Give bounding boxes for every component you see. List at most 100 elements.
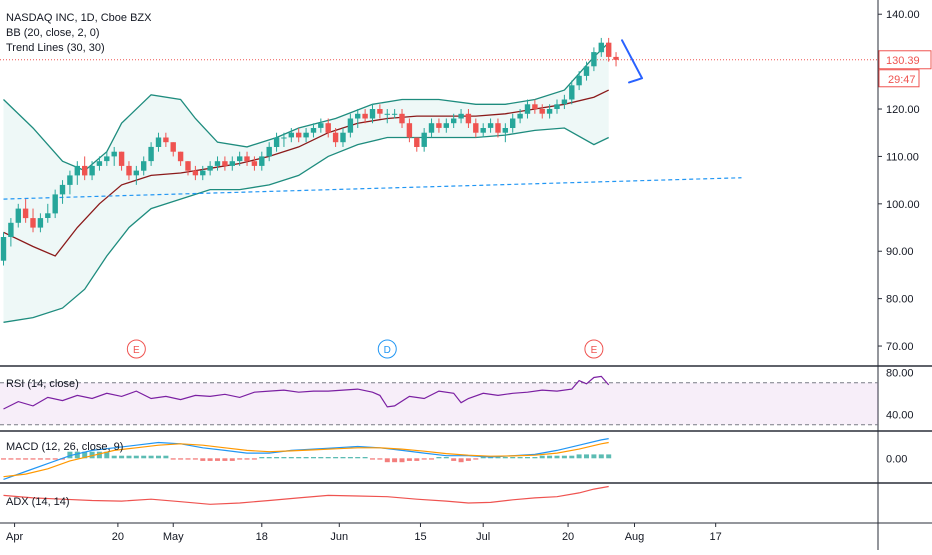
candle-body[interactable] bbox=[89, 165, 95, 176]
candle-body[interactable] bbox=[67, 175, 73, 185]
candle-body[interactable] bbox=[310, 128, 317, 133]
candle-body[interactable] bbox=[347, 118, 354, 133]
candle-body[interactable] bbox=[524, 104, 531, 114]
candle-body[interactable] bbox=[74, 165, 80, 176]
candle-body[interactable] bbox=[487, 123, 494, 128]
earnings-event-badge[interactable] bbox=[584, 339, 604, 359]
candle-body[interactable] bbox=[222, 161, 228, 166]
candle-body[interactable] bbox=[244, 156, 250, 162]
last-price-tag[interactable] bbox=[878, 50, 932, 70]
candle-body[interactable] bbox=[30, 218, 36, 228]
candle-body[interactable] bbox=[59, 184, 66, 195]
candle-body[interactable] bbox=[495, 123, 501, 133]
candle-body[interactable] bbox=[148, 146, 154, 162]
candle-body[interactable] bbox=[37, 218, 44, 228]
candle-body[interactable] bbox=[428, 123, 435, 133]
bollinger-middle-band[interactable] bbox=[3, 89, 609, 257]
candle-body[interactable] bbox=[118, 151, 125, 166]
symbol-label[interactable]: NASDAQ INC, 1D, Cboe BZX bbox=[6, 12, 152, 24]
candle-body[interactable] bbox=[155, 137, 162, 148]
projection-arrow[interactable] bbox=[621, 39, 644, 84]
rsi-label[interactable]: RSI (14, close) bbox=[6, 378, 79, 390]
candle-body[interactable] bbox=[296, 132, 302, 138]
candle-body[interactable] bbox=[141, 161, 147, 171]
candle-body[interactable] bbox=[377, 109, 383, 114]
candle-body[interactable] bbox=[583, 66, 590, 76]
candle-body[interactable] bbox=[561, 99, 568, 105]
candle-body[interactable] bbox=[229, 161, 235, 166]
candle-body[interactable] bbox=[532, 104, 538, 109]
candle-body[interactable] bbox=[436, 123, 442, 128]
candle-body[interactable] bbox=[421, 132, 427, 147]
dividend-event-badge[interactable] bbox=[377, 339, 397, 359]
rsi-line[interactable] bbox=[3, 375, 610, 410]
candle-body[interactable] bbox=[414, 137, 420, 148]
candle-body[interactable] bbox=[273, 137, 280, 148]
candle-body[interactable] bbox=[266, 146, 272, 157]
candle-body[interactable] bbox=[281, 137, 287, 139]
candle-body[interactable] bbox=[384, 113, 390, 115]
candle-body[interactable] bbox=[185, 161, 191, 171]
candle-body[interactable] bbox=[480, 128, 486, 133]
adx-line[interactable] bbox=[3, 485, 609, 505]
candle-body[interactable] bbox=[391, 113, 398, 115]
candle-body[interactable] bbox=[598, 42, 604, 53]
bb-indicator-label[interactable]: BB (20, close, 2, 0) bbox=[6, 27, 100, 39]
candle-body[interactable] bbox=[606, 42, 612, 57]
candle-body[interactable] bbox=[362, 113, 368, 119]
candle-body[interactable] bbox=[163, 137, 169, 143]
candle-body[interactable] bbox=[214, 161, 221, 166]
candle-body[interactable] bbox=[111, 151, 117, 157]
candle-body[interactable] bbox=[399, 113, 405, 124]
macd-signal-line[interactable] bbox=[3, 441, 609, 478]
candle-body[interactable] bbox=[473, 123, 479, 133]
bollinger-lower-band[interactable] bbox=[3, 127, 609, 323]
trend-lines-label[interactable]: Trend Lines (30, 30) bbox=[6, 42, 105, 54]
candle-body[interactable] bbox=[288, 132, 294, 138]
candle-body[interactable] bbox=[591, 52, 597, 67]
candle-body[interactable] bbox=[104, 156, 110, 162]
candle-body[interactable] bbox=[318, 123, 324, 128]
candle-body[interactable] bbox=[325, 123, 331, 133]
candle-body[interactable] bbox=[502, 128, 508, 133]
candle-body[interactable] bbox=[22, 208, 29, 219]
candle-body[interactable] bbox=[443, 123, 449, 128]
candle-body[interactable] bbox=[465, 113, 472, 124]
candle-body[interactable] bbox=[554, 104, 560, 109]
candle-body[interactable] bbox=[406, 123, 413, 138]
candle-body[interactable] bbox=[8, 222, 14, 237]
candle-body[interactable] bbox=[259, 156, 265, 166]
candle-body[interactable] bbox=[569, 85, 575, 100]
candle-body[interactable] bbox=[539, 109, 545, 114]
candle-body[interactable] bbox=[369, 109, 376, 119]
candle-body[interactable] bbox=[510, 118, 516, 129]
candle-body[interactable] bbox=[200, 170, 206, 176]
candle-body[interactable] bbox=[332, 132, 339, 143]
candle-body[interactable] bbox=[237, 156, 243, 162]
candle-body[interactable] bbox=[82, 165, 88, 176]
candle-body[interactable] bbox=[52, 194, 58, 214]
candle-body[interactable] bbox=[177, 151, 184, 162]
candle-body[interactable] bbox=[458, 113, 464, 119]
candle-body[interactable] bbox=[517, 113, 523, 119]
candle-body[interactable] bbox=[355, 113, 361, 119]
candle-body[interactable] bbox=[15, 208, 21, 223]
candle-body[interactable] bbox=[451, 118, 457, 124]
candle-body[interactable] bbox=[126, 165, 132, 176]
candle-body[interactable] bbox=[340, 132, 346, 143]
candle-body[interactable] bbox=[303, 132, 309, 138]
candle-body[interactable] bbox=[613, 56, 619, 60]
candle-body[interactable] bbox=[251, 161, 258, 166]
candle-body[interactable] bbox=[0, 237, 7, 261]
candle-body[interactable] bbox=[207, 165, 213, 171]
candle-body[interactable] bbox=[546, 109, 553, 114]
earnings-event-badge[interactable] bbox=[126, 339, 146, 359]
candle-body[interactable] bbox=[192, 170, 199, 176]
macd-label[interactable]: MACD (12, 26, close, 9) bbox=[6, 441, 124, 453]
candle-body[interactable] bbox=[576, 75, 582, 86]
candle-body[interactable] bbox=[170, 142, 176, 152]
candle-body[interactable] bbox=[133, 170, 139, 176]
candle-body[interactable] bbox=[96, 161, 103, 166]
candle-body[interactable] bbox=[45, 213, 51, 218]
